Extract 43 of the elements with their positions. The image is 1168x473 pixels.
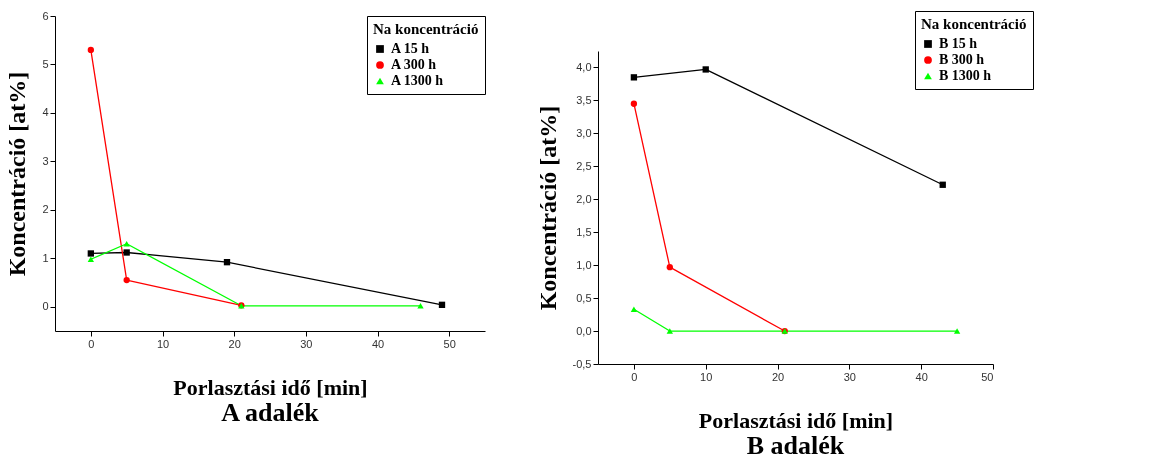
y-tick-label: -0,5: [572, 357, 592, 370]
legend-label: A 15 h: [391, 41, 430, 56]
x-tick-label: 0: [88, 337, 95, 350]
y-tick-label: 3,0: [576, 126, 592, 139]
x-tick-label: 10: [700, 370, 713, 383]
x-tick-label: 0: [631, 370, 638, 383]
x-tick-label: 20: [771, 370, 785, 383]
legend-label: B 1300 h: [939, 68, 992, 83]
y-tick-label: 2,0: [576, 192, 592, 205]
x-axis-title: Porlasztási idő [min]: [698, 407, 894, 433]
x-tick-label: 30: [843, 370, 856, 383]
x-tick-label: 40: [371, 337, 385, 350]
y-tick-label: 2,5: [576, 159, 592, 172]
legend-label: A 1300 h: [391, 73, 444, 88]
y-tick-label: 0,0: [576, 324, 592, 337]
y-tick-label: 1,0: [576, 258, 592, 271]
x-tick-label: 10: [156, 337, 170, 350]
y-tick-label: 1: [42, 251, 49, 264]
legend-title: Na koncentráció: [921, 16, 1027, 32]
y-tick-label: 4,0: [576, 60, 592, 73]
y-tick-label: 3: [42, 154, 49, 167]
legend-label: B 300 h: [939, 52, 985, 67]
x-tick-label: 40: [915, 370, 928, 383]
text: B adalék: [746, 431, 845, 460]
legend-label: A 300 h: [391, 57, 437, 72]
y-tick-label: 0: [42, 300, 49, 313]
legend-label: B 15 h: [939, 36, 978, 51]
y-axis-title: Koncentráció [at%]: [534, 105, 561, 311]
x-tick-label: 30: [300, 337, 313, 350]
legend-title: Na koncentráció: [373, 21, 479, 37]
y-axis-title: Koncentráció [at%]: [4, 71, 31, 277]
y-tick-label: 2: [42, 203, 49, 216]
y-tick-label: 1,5: [576, 225, 592, 238]
x-axis-title: Porlasztási idő [min]: [173, 374, 368, 400]
y-tick-label: 3,5: [576, 93, 592, 106]
y-tick-label: 6: [42, 9, 49, 22]
y-tick-label: 0,5: [576, 291, 592, 304]
x-tick-label: 20: [228, 337, 241, 350]
x-tick-label: 50: [981, 370, 994, 383]
x-tick-label: 50: [443, 337, 456, 350]
y-tick-label: 4: [42, 106, 49, 119]
text: A adalék: [221, 398, 320, 427]
y-tick-label: 5: [42, 57, 49, 70]
